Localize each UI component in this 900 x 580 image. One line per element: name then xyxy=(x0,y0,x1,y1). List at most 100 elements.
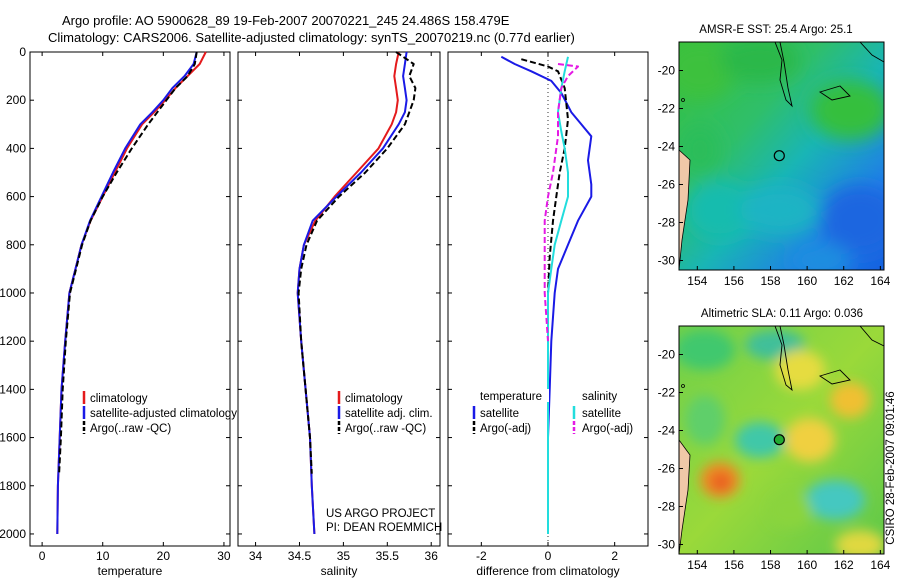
map-x-tick-label: 154 xyxy=(687,558,707,572)
sst-map-ticks: 154 156 158 160 162 164 -20 -22 -24 -26 -28 -30 xyxy=(658,64,891,289)
x-tick-label: 30 xyxy=(217,549,231,563)
y-tick-label: 1800 xyxy=(0,479,26,493)
x-tick-label: -2 xyxy=(476,549,487,563)
y-tick-label: 800 xyxy=(6,238,26,252)
series-satellite-adjusted-climatology xyxy=(56,51,198,535)
difference-legend: temperature salinity satellite Argo(-adj… xyxy=(472,389,633,435)
legend-label-climatology: climatology xyxy=(90,393,148,405)
map-x-tick-label: 160 xyxy=(797,558,817,572)
y-tick-label: 1200 xyxy=(0,334,26,348)
difference-x-ticks: -2 0 2 xyxy=(476,52,618,563)
sla-float-marker xyxy=(773,434,785,446)
x-tick-label: 2 xyxy=(611,549,618,563)
map-y-tick-label: -22 xyxy=(658,386,676,400)
temperature-x-ticks: 0 10 20 30 xyxy=(39,52,231,563)
sst-float-marker xyxy=(773,150,785,162)
x-tick-label: 34.5 xyxy=(288,549,312,563)
map-x-tick-label: 154 xyxy=(687,274,707,288)
difference-y-ticks xyxy=(448,51,648,535)
salinity-y-ticks xyxy=(238,51,440,535)
project-annotation: US ARGO PROJECT xyxy=(326,508,435,520)
map-y-tick-label: -28 xyxy=(658,500,676,514)
temperature-axes-box xyxy=(29,51,231,547)
y-tick-label: 1400 xyxy=(0,382,26,396)
legend-label-sal-argo: Argo(-adj) xyxy=(582,423,633,435)
x-tick-label: 20 xyxy=(157,549,171,563)
salinity-axes-box xyxy=(237,51,441,547)
map-x-tick-label: 156 xyxy=(724,274,744,288)
x-tick-label: 36 xyxy=(425,549,439,563)
salinity-xlabel: salinity xyxy=(321,564,358,578)
salinity-lines xyxy=(296,51,417,535)
map-y-tick-label: -20 xyxy=(658,64,676,78)
sla-map-panel: Altimetric SLA: 0.11 Argo: 0.036 xyxy=(658,308,891,572)
legend-label-satellite: satellite-adjusted climatology xyxy=(90,408,237,420)
figure-title-line2: Climatology: CARS2006. Satellite-adjuste… xyxy=(48,30,575,45)
series-salinity-argo-adj- xyxy=(543,63,579,342)
salinity-legend: climatology satellite adj. clim. Argo(..… xyxy=(337,391,433,435)
legend-header-bg xyxy=(477,389,549,402)
x-tick-label: 35.5 xyxy=(376,549,400,563)
map-x-tick-label: 158 xyxy=(761,274,781,288)
x-tick-label: 0 xyxy=(39,549,46,563)
timestamp-label: CSIRO 28-Feb-2007 09:01:46 xyxy=(885,391,897,544)
legend-header-temperature: temperature xyxy=(480,391,542,403)
temperature-xlabel: temperature xyxy=(98,564,163,578)
legend-label-argo: Argo(..raw -QC) xyxy=(345,423,426,435)
map-y-tick-label: -24 xyxy=(658,140,676,154)
map-y-tick-label: -26 xyxy=(658,178,676,192)
difference-panel: -2 0 2 difference from climatology tempera… xyxy=(447,51,649,578)
y-tick-label: 1600 xyxy=(0,431,26,445)
sst-map-image xyxy=(679,42,884,270)
legend-label-satellite: satellite adj. clim. xyxy=(345,408,433,420)
map-y-tick-label: -30 xyxy=(658,254,676,268)
map-y-tick-label: -24 xyxy=(658,424,676,438)
sst-map-title: AMSR-E SST: 25.4 Argo: 25.1 xyxy=(699,24,852,36)
y-tick-label: 0 xyxy=(19,45,26,59)
pi-annotation: PI: DEAN ROEMMICH xyxy=(326,522,442,534)
sla-map-title: Altimetric SLA: 0.11 Argo: 0.036 xyxy=(701,308,863,320)
map-y-tick-label: -30 xyxy=(658,538,676,552)
x-tick-label: 34 xyxy=(249,549,263,563)
difference-lines xyxy=(500,55,593,534)
map-x-tick-label: 158 xyxy=(761,558,781,572)
map-y-tick-label: -28 xyxy=(658,216,676,230)
sla-map-ticks: 154 156 158 160 162 164 -20 -22 -24 -26 -28 -30 xyxy=(658,348,891,573)
map-x-tick-label: 156 xyxy=(724,558,744,572)
legend-label-sal-satellite: satellite xyxy=(582,408,621,420)
map-y-tick-label: -26 xyxy=(658,462,676,476)
map-x-tick-label: 164 xyxy=(870,274,890,288)
temperature-y-ticks: 0 200 400 600 800 1000 1200 1400 1600 1800 2000 xyxy=(0,45,230,541)
map-y-tick-label: -22 xyxy=(658,102,676,116)
map-y-tick-label: -20 xyxy=(658,348,676,362)
y-tick-label: 600 xyxy=(6,190,26,204)
x-tick-label: 35 xyxy=(337,549,351,563)
temperature-lines xyxy=(56,51,207,535)
salinity-x-ticks: 34 34.5 35 35.5 36 xyxy=(249,52,438,563)
difference-xlabel: difference from climatology xyxy=(476,564,619,578)
y-tick-label: 2000 xyxy=(0,527,26,541)
sst-map-panel: AMSR-E SST: 25.4 Argo: 25.1 154 156 158 160… xyxy=(658,24,891,289)
legend-header-salinity: salinity xyxy=(582,391,617,403)
legend-label-climatology: climatology xyxy=(345,393,403,405)
legend-label-temp-satellite: satellite xyxy=(480,408,519,420)
y-tick-label: 400 xyxy=(6,141,26,155)
temperature-legend: climatology satellite-adjusted climatolo… xyxy=(82,391,237,435)
legend-label-argo: Argo(..raw -QC) xyxy=(90,423,171,435)
y-tick-label: 200 xyxy=(6,93,26,107)
x-tick-label: 0 xyxy=(545,549,552,563)
series-argo-raw-qc- xyxy=(297,51,417,474)
y-tick-label: 1000 xyxy=(0,286,26,300)
figure-title-line1: Argo profile: AO 5900628_89 19-Feb-2007 … xyxy=(62,13,510,28)
x-tick-label: 10 xyxy=(96,549,110,563)
series-temperature-satellite xyxy=(500,55,593,534)
legend-label-temp-argo: Argo(-adj) xyxy=(480,423,531,435)
map-x-tick-label: 164 xyxy=(870,558,890,572)
map-x-tick-label: 162 xyxy=(834,558,854,572)
map-x-tick-label: 160 xyxy=(797,274,817,288)
salinity-panel: 34 34.5 35 35.5 36 salinity climatology sate… xyxy=(237,51,442,578)
map-x-tick-label: 162 xyxy=(834,274,854,288)
temperature-panel: 0 200 400 600 800 1000 1200 1400 1600 1800 2000 0 1… xyxy=(0,45,237,578)
series-argo-raw-qc- xyxy=(58,51,198,474)
